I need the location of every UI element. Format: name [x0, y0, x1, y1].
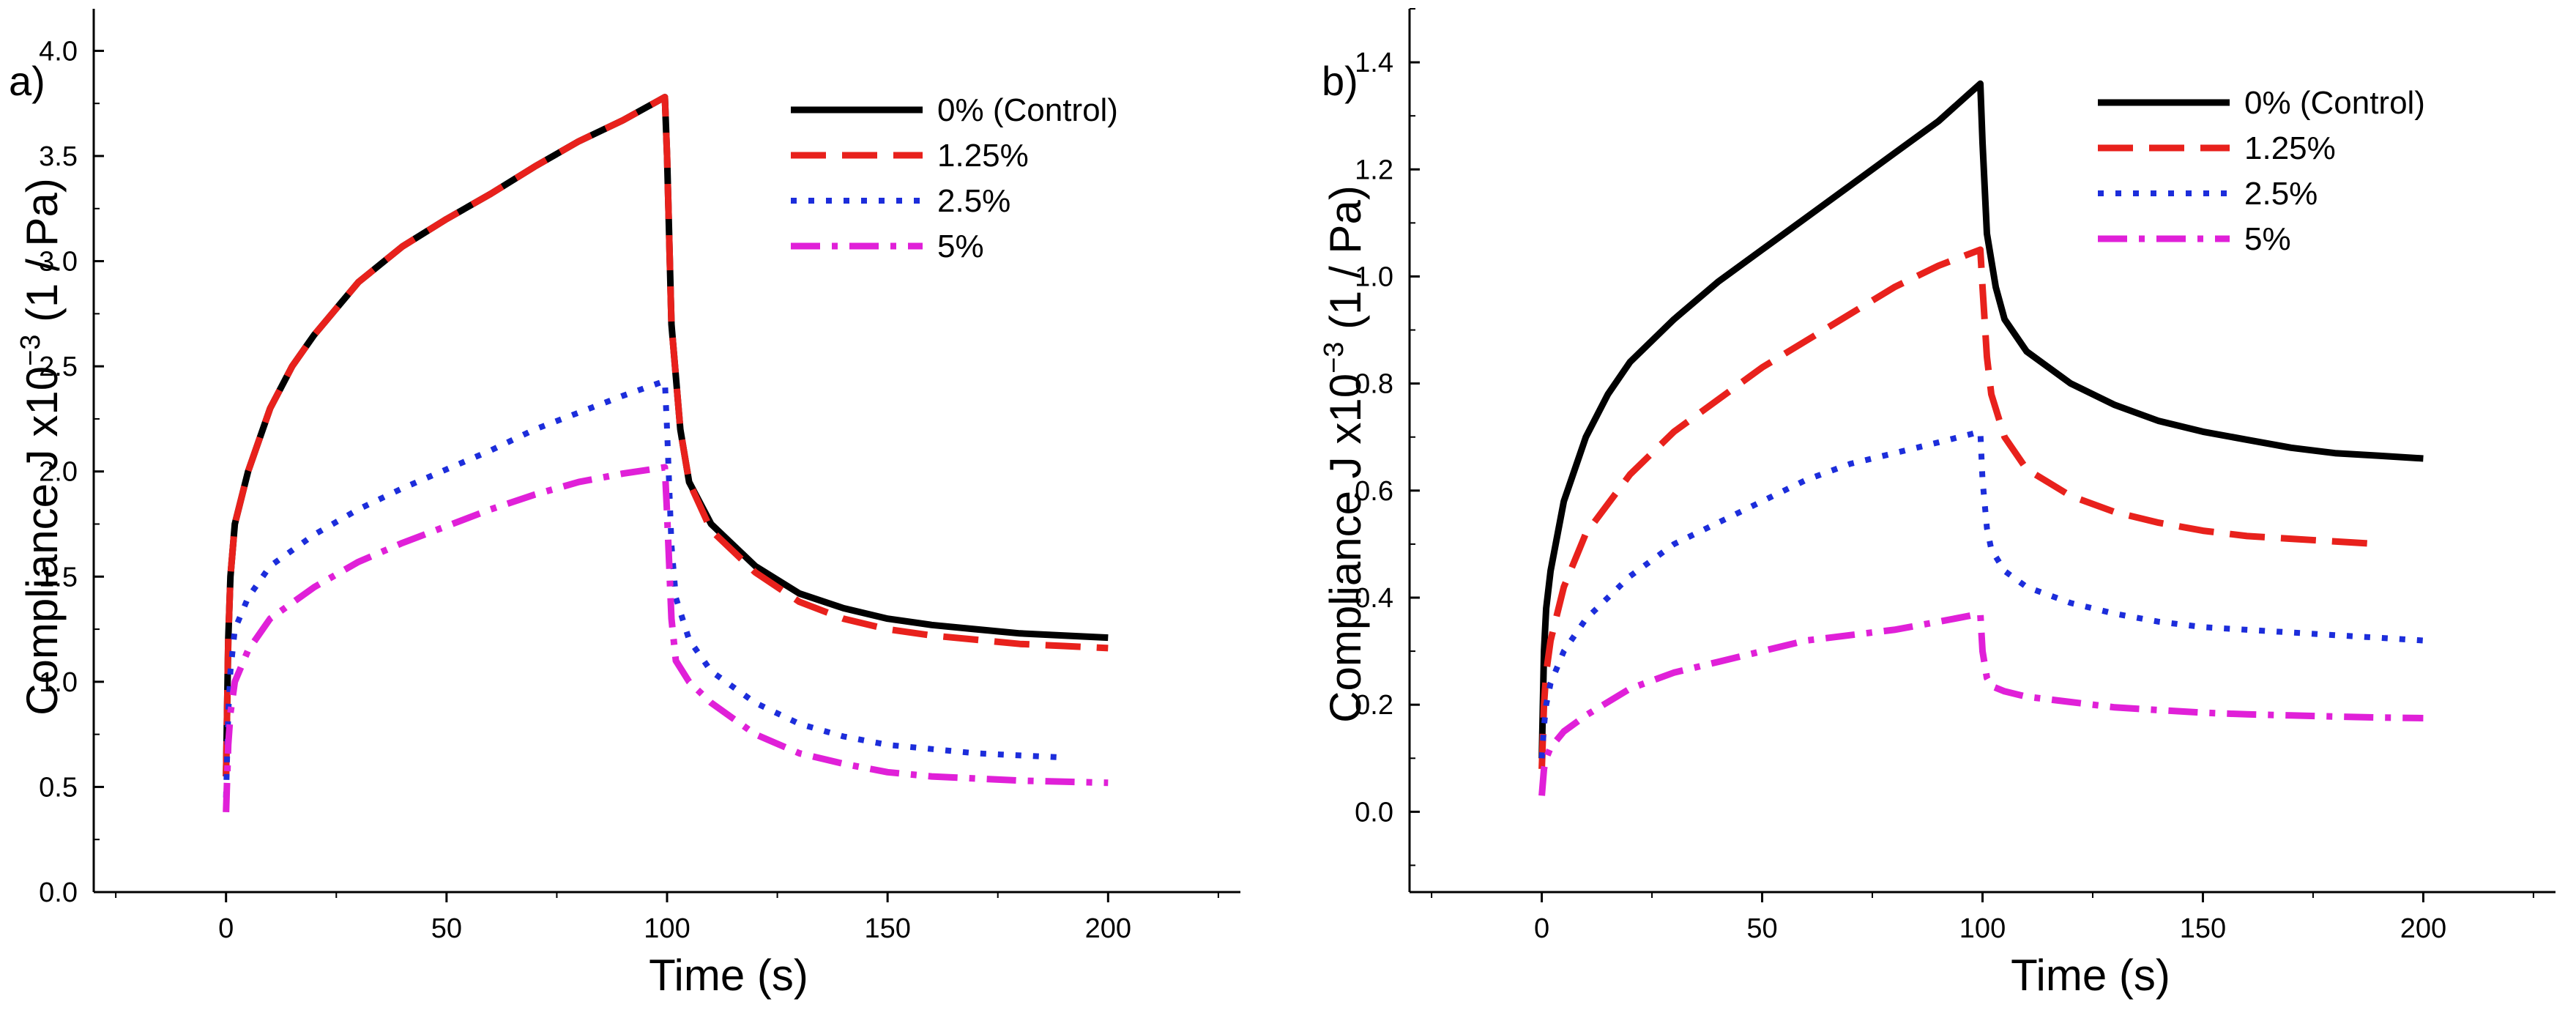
panel-b-legend-label-2-5: 2.5% [2244, 176, 2318, 212]
panel-b-x-tick-label: 150 [2180, 913, 2226, 944]
panel-a-y-tick-label: 0.0 [39, 877, 78, 908]
panel-a-series-line-5 [223, 464, 1109, 813]
panel-b-y-tick-label: 0.0 [1355, 797, 1393, 828]
panel-b-legend: 0% (Control) 1.25% 2.5% 5% [2098, 85, 2425, 257]
panel-a-legend-label-5: 5% [937, 229, 984, 264]
panel-a-y-tick-label: 3.5 [39, 141, 78, 172]
panel-b-label: b) [1322, 58, 1358, 104]
panel-a-y-tick-label: 3.0 [39, 247, 78, 278]
panel-b-y-tick-label: 0.6 [1355, 476, 1393, 507]
panel-a-label: a) [9, 58, 45, 104]
panel-a-series-line-1-25 [223, 94, 1109, 777]
panel-a: a) 0.0 0.5 1.0 1.5 2.0 2.5 3.0 3.5 4.0 0 50 100 150 2… [9, 9, 1240, 1000]
panel-a-series-group [223, 94, 1109, 813]
panel-b-legend-label-0-control: 0% (Control) [2244, 85, 2425, 121]
panel-a-legend-label-2-5: 2.5% [937, 183, 1010, 219]
panel-a-y-tick-label: 2.0 [39, 457, 78, 488]
panel-a-y-tick-label: 1.0 [39, 667, 78, 698]
panel-b-ticks: 0.0 0.2 0.4 0.6 0.8 1.0 1.2 1.4 0 50 100 150 200 [1355, 8, 2534, 944]
panel-b-y-axis-title-main: Compliance J x10 [1321, 374, 1370, 723]
panel-a-legend-label-1-25: 1.25% [937, 138, 1029, 174]
panel-b-y-axis-title: Compliance J x10−3 (1 / Pa) [1319, 185, 1370, 723]
panel-b-series-line-1-25 [1538, 246, 2380, 770]
panel-b-y-tick-label: 1.2 [1355, 155, 1393, 185]
panel-a-y-axis-title-exponent: −3 [15, 335, 46, 366]
panel-a-x-tick-label: 150 [864, 913, 910, 944]
panel-a-y-tick-label: 4.0 [39, 36, 78, 67]
panel-b-legend-label-1-25: 1.25% [2244, 130, 2336, 166]
panel-b-x-tick-label: 200 [2400, 913, 2446, 944]
panel-b-y-axis-title-unit: (1 / Pa) [1321, 185, 1370, 341]
panel-a-x-tick-label: 100 [644, 913, 690, 944]
panel-b-x-tick-label: 50 [1746, 913, 1777, 944]
panel-b-y-tick-label: 1.4 [1355, 48, 1393, 78]
panel-b-series-group [1538, 80, 2424, 796]
panel-b-x-axis-title: Time (s) [2011, 951, 2170, 1000]
panel-b-y-tick-label: 0.8 [1355, 369, 1393, 400]
panel-a-x-tick-label: 0 [218, 913, 234, 944]
panel-b: b) 0.00.20.40.60.81.01.21.40 50 100 150 200 … [1319, 8, 2555, 1000]
panel-a-ticks: 0.0 0.5 1.0 1.5 2.0 2.5 3.0 3.5 4.0 0 50 100 150 200 [39, 36, 1219, 944]
panel-a-y-tick-label: 0.5 [39, 772, 78, 803]
panel-a-y-axis-title: Compliance J x10−3 (1 / Pa) [15, 178, 67, 716]
panel-a-y-axis-title-unit: (1 / Pa) [18, 178, 67, 334]
panel-a-y-tick-label: 1.5 [39, 562, 78, 593]
panel-b-x-tick-label: 100 [1959, 913, 2006, 944]
panel-a-x-tick-label: 200 [1085, 913, 1131, 944]
panel-b-series-line-2-5 [1538, 428, 2424, 759]
panel-a-x-tick-label: 50 [431, 913, 462, 944]
panel-b-y-tick-label: 0.2 [1355, 690, 1393, 721]
panel-a-y-axis-title-main: Compliance J x10 [18, 366, 67, 716]
panel-b-y-tick-label: 0.4 [1355, 583, 1393, 614]
panel-a-legend: 0% (Control) 1.25% 2.5% 5% [791, 92, 1118, 264]
panel-b-legend-label-5: 5% [2244, 221, 2291, 257]
panel-b-y-axis-title-exponent: −3 [1319, 342, 1350, 374]
panel-b-series-line-5 [1538, 610, 2424, 796]
panel-a-x-axis-title: Time (s) [649, 951, 808, 1000]
panel-b-series-line-0-control [1538, 80, 2424, 759]
panel-b-y-tick-label: 1.0 [1355, 261, 1393, 292]
panel-a-y-tick-label: 2.5 [39, 352, 78, 382]
panel-a-legend-label-0-control: 0% (Control) [937, 92, 1118, 128]
panel-a-series-line-2-5 [223, 378, 1065, 798]
panel-b-x-tick-label: 0 [1534, 913, 1549, 944]
